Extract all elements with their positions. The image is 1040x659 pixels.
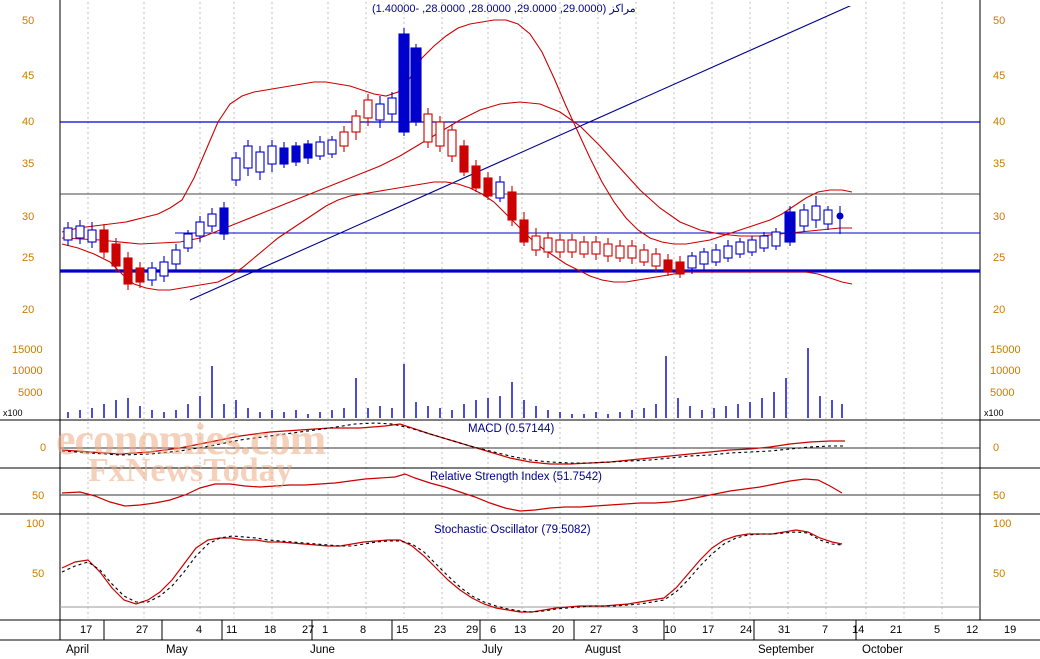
month-label-june: June (310, 644, 335, 656)
date-tick-27b: 27 (302, 624, 315, 636)
bollinger-lower-band (61, 181, 853, 291)
date-tick-12: 12 (966, 624, 979, 636)
panel-separators (0, 0, 1040, 621)
rsi-panel (60, 473, 980, 512)
volume-axis-right-tick-5000: 5000 (990, 387, 1015, 399)
date-tick-21: 21 (890, 624, 903, 636)
date-tick-24: 24 (740, 624, 753, 636)
date-tick-19: 19 (1004, 624, 1017, 636)
price-panel (60, 6, 980, 301)
month-label-august: August (585, 644, 621, 656)
date-tick-6: 6 (490, 624, 497, 636)
chart-title: مراكز (29.0000, 29.0000, 28.0000, 28.000… (372, 3, 636, 15)
price-axis-left-tick-30: 30 (22, 211, 35, 223)
macd-panel (60, 422, 980, 465)
volume-panel (67, 348, 843, 418)
price-axis-right-tick-50: 50 (993, 15, 1006, 27)
volume-axis-right-tick-15000: 15000 (990, 344, 1021, 356)
date-tick-18: 18 (264, 624, 277, 636)
stochastic-axis-right-tick-100: 100 (993, 518, 1012, 530)
volume-unit-right: x100 (984, 408, 1004, 418)
moving-average-line (61, 101, 852, 245)
volume-unit-left: x100 (3, 408, 23, 418)
month-label-april: April (66, 644, 90, 656)
volume-axis-left-tick-10000: 10000 (12, 365, 43, 377)
volume-axis-right-tick-10000: 10000 (990, 365, 1021, 377)
date-tick-23: 23 (434, 624, 447, 636)
watermark-fxnewstoday: FxNewsToday (88, 452, 293, 489)
price-axis-right-tick-45: 45 (993, 70, 1006, 82)
stochastic-d-line (61, 531, 843, 613)
month-label-may: May (166, 644, 188, 656)
stochastic-axis-right-tick-50: 50 (993, 568, 1006, 580)
price-axis-right-tick-30: 30 (993, 211, 1006, 223)
macd-axis-right-tick-0: 0 (993, 442, 1000, 454)
price-axis-left-tick-45: 45 (22, 70, 35, 82)
stochastic-axis-left-tick-50: 50 (32, 568, 45, 580)
rsi-label: Relative Strength Index (51.7542) (430, 471, 602, 483)
price-axis-right-tick-40: 40 (993, 116, 1006, 128)
date-tick-1: 1 (322, 624, 329, 636)
price-axis-left-tick-40: 40 (22, 116, 35, 128)
date-tick-4: 4 (196, 624, 203, 636)
price-axis-right-tick-20: 20 (993, 304, 1006, 316)
macd-label: MACD (0.57144) (468, 423, 555, 435)
date-tick-27: 27 (136, 624, 149, 636)
stochastic-panel (60, 529, 980, 613)
candlestick-series (63, 28, 844, 290)
price-axis-left-tick-35: 35 (22, 158, 35, 170)
rsi-line (61, 473, 843, 512)
date-tick-17b: 17 (702, 624, 715, 636)
stochastic-axis-left-tick-100: 100 (26, 518, 45, 530)
date-tick-3: 3 (632, 624, 639, 636)
trendline-ascending (189, 6, 852, 301)
rsi-axis-right-tick-50: 50 (993, 490, 1006, 502)
price-axis-left-tick-25: 25 (22, 252, 35, 264)
volume-bars (67, 348, 843, 418)
price-axis-right-tick-25: 25 (993, 252, 1006, 264)
watermark-economies: economies.com (56, 415, 326, 464)
price-axis-right-tick-35: 35 (993, 158, 1006, 170)
date-tick-14: 14 (852, 624, 865, 636)
date-tick-11: 11 (226, 624, 238, 636)
date-tick-27c: 27 (590, 624, 603, 636)
date-tick-5: 5 (934, 624, 941, 636)
date-tick-8: 8 (360, 624, 367, 636)
macd-axis-left-tick-0: 0 (40, 442, 47, 454)
macd-line (61, 423, 845, 465)
date-tick-31: 31 (778, 624, 791, 636)
month-label-october: October (862, 644, 903, 656)
stochastic-label: Stochastic Oscillator (79.5082) (434, 524, 591, 536)
volume-axis-left-tick-15000: 15000 (12, 344, 43, 356)
price-axis-left-tick-20: 20 (22, 304, 35, 316)
month-label-september: September (758, 644, 815, 656)
rsi-axis-left-tick-50: 50 (32, 490, 45, 502)
date-tick-29: 29 (466, 624, 479, 636)
volume-axis-left-tick-5000: 5000 (18, 387, 43, 399)
date-tick-20: 20 (552, 624, 565, 636)
month-label-july: July (482, 644, 503, 656)
macd-signal-line (61, 422, 845, 464)
date-tick-10: 10 (664, 624, 677, 636)
stochastic-k-line (61, 529, 843, 613)
date-tick-7: 7 (822, 624, 829, 636)
price-axis-left-tick-50: 50 (22, 15, 35, 27)
date-tick-15: 15 (396, 624, 409, 636)
date-tick-17: 17 (80, 624, 93, 636)
date-axis-ticks (0, 620, 1040, 641)
date-tick-13: 13 (514, 624, 527, 636)
